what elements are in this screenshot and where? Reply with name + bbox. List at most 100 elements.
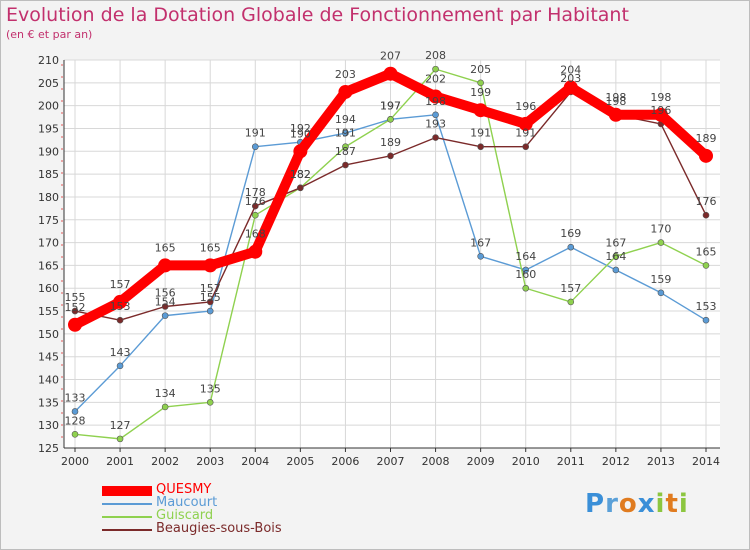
y-tick-label: 140	[38, 374, 59, 387]
data-point-quesmy	[383, 66, 398, 81]
data-label-quesmy: 165	[200, 241, 221, 254]
legend-swatch-guiscard	[102, 516, 152, 518]
data-point-guiscard	[342, 143, 349, 151]
legend-item-maucourt[interactable]: Maucourt	[102, 495, 402, 510]
data-point-quesmy	[338, 84, 353, 99]
legend-swatch-quesmy	[102, 486, 152, 496]
data-point-guiscard	[522, 284, 530, 292]
data-point-guiscard	[612, 252, 620, 260]
data-point-beaugies-sous-bois	[432, 134, 439, 141]
data-label-beaugies-sous-bois: 193	[425, 118, 446, 131]
data-point-maucourt	[206, 307, 214, 315]
logo-letter: i	[678, 489, 689, 519]
data-point-quesmy	[653, 107, 668, 122]
y-tick-label: 145	[38, 351, 59, 364]
data-point-guiscard	[161, 403, 169, 411]
x-tick-label: 2011	[557, 455, 585, 468]
data-label-quesmy: 203	[335, 68, 356, 81]
x-tick-label: 2012	[602, 455, 630, 468]
data-point-guiscard	[432, 65, 439, 73]
data-point-quesmy	[203, 258, 218, 273]
logo-letter: x	[637, 489, 656, 519]
data-label-guiscard: 208	[425, 49, 446, 62]
data-point-maucourt	[702, 316, 710, 324]
y-tick-label: 190	[38, 145, 59, 158]
data-label-guiscard: 157	[560, 282, 581, 295]
data-label-maucourt: 164	[605, 250, 626, 263]
axes	[61, 60, 720, 452]
x-tick-label: 2009	[467, 455, 495, 468]
data-point-quesmy	[293, 144, 308, 159]
data-label-maucourt: 169	[560, 227, 581, 240]
y-tick-label: 200	[38, 100, 59, 113]
data-label-beaugies-sous-bois: 176	[696, 195, 717, 208]
data-label-beaugies-sous-bois: 191	[515, 127, 536, 140]
data-label-guiscard: 128	[65, 414, 86, 427]
x-tick-label: 2014	[692, 455, 720, 468]
data-label-quesmy: 196	[515, 100, 536, 113]
data-point-beaugies-sous-bois	[251, 202, 259, 210]
y-tick-label: 185	[38, 168, 59, 181]
data-point-guiscard	[251, 211, 259, 219]
data-label-beaugies-sous-bois: 189	[380, 136, 401, 149]
data-label-quesmy: 199	[470, 86, 491, 99]
plot-background	[64, 60, 720, 448]
logo-letter: o	[618, 489, 638, 519]
data-point-beaugies-sous-bois	[161, 303, 169, 310]
data-label-maucourt: 191	[245, 127, 266, 140]
legend-label-guiscard: Guiscard	[156, 508, 214, 523]
y-tick-label: 195	[38, 122, 59, 135]
data-point-quesmy	[563, 80, 578, 95]
grid	[64, 59, 720, 449]
data-label-guiscard: 182	[290, 168, 311, 181]
data-label-maucourt: 133	[65, 391, 86, 404]
data-label-guiscard: 191	[335, 127, 356, 140]
x-tick-label: 2004	[241, 455, 269, 468]
data-label-quesmy: 207	[380, 50, 401, 63]
data-point-guiscard	[71, 431, 79, 438]
data-label-beaugies-sous-bois: 178	[245, 186, 266, 199]
x-tick-label: 2013	[647, 455, 675, 468]
data-label-beaugies-sous-bois: 155	[65, 291, 86, 304]
logo-letter: t	[665, 489, 679, 519]
legend-item-beaugies-sous-bois[interactable]: Beaugies-sous-Bois	[102, 521, 402, 536]
data-label-quesmy: 189	[696, 132, 717, 145]
data-label-beaugies-sous-bois: 157	[200, 282, 221, 295]
data-point-guiscard	[657, 239, 665, 246]
x-tick-label: 2005	[286, 455, 314, 468]
data-point-maucourt	[522, 266, 530, 274]
data-point-maucourt	[657, 289, 665, 297]
y-tick-label: 205	[38, 77, 59, 90]
data-point-beaugies-sous-bois	[116, 316, 124, 324]
data-label-quesmy: 198	[650, 91, 671, 104]
data-label-guiscard: 197	[380, 99, 401, 112]
data-point-guiscard	[116, 435, 124, 443]
legend-label-quesmy: QUESMY	[156, 482, 212, 497]
data-label-maucourt: 192	[290, 122, 311, 135]
x-tick-label: 2010	[512, 455, 540, 468]
data-label-maucourt: 194	[335, 113, 356, 126]
legend-item-guiscard[interactable]: Guiscard	[102, 508, 402, 523]
data-label-guiscard: 170	[650, 223, 671, 236]
data-point-beaugies-sous-bois	[702, 211, 710, 219]
data-label-quesmy: 198	[605, 91, 626, 104]
legend-item-quesmy[interactable]: QUESMY	[102, 482, 402, 497]
data-label-beaugies-sous-bois: 196	[650, 104, 671, 117]
chart-subtitle: (en € et par an)	[6, 28, 93, 41]
data-label-beaugies-sous-bois: 156	[155, 286, 176, 299]
data-label-beaugies-sous-bois: 153	[110, 300, 131, 313]
y-tick-label: 125	[38, 442, 59, 455]
data-point-maucourt	[116, 362, 124, 370]
data-label-maucourt: 164	[515, 250, 536, 263]
data-point-quesmy	[428, 89, 443, 104]
data-point-guiscard	[702, 262, 710, 269]
legend-swatch-maucourt	[102, 503, 152, 505]
data-point-maucourt	[567, 243, 575, 251]
y-tick-label: 150	[38, 328, 59, 341]
data-point-maucourt	[342, 129, 349, 137]
x-tick-label: 2006	[331, 455, 359, 468]
data-label-beaugies-sous-bois: 191	[470, 127, 491, 140]
data-point-guiscard	[477, 79, 484, 87]
